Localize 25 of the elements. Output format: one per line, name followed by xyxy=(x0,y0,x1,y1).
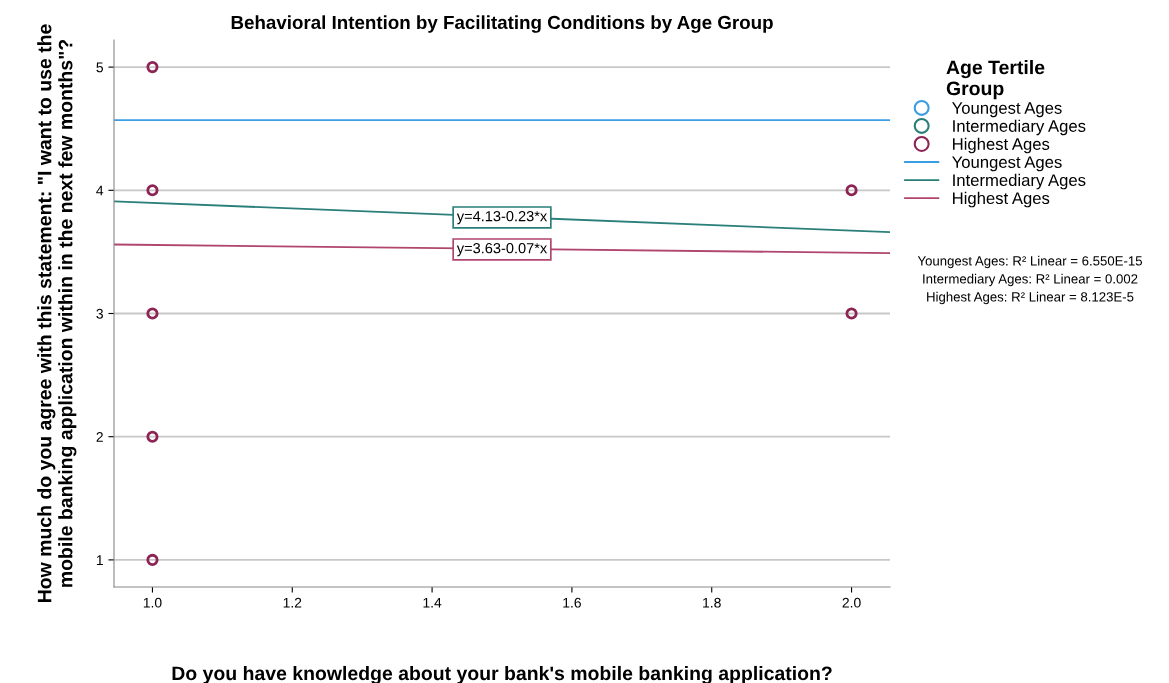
chart-title: Behavioral Intention by Facilitating Conditions by Age Group xyxy=(231,15,773,33)
text: Youngest Ages: R² Linear = 6.550E-15 xyxy=(917,255,1142,269)
legend-label: Intermediary Ages xyxy=(953,119,1086,136)
legend-title: Age Tertile Group xyxy=(946,60,1045,100)
x-tick-label: 1.8 xyxy=(703,597,721,608)
legend-label: Highest Ages xyxy=(953,137,1050,154)
text: Highest Ages: R² Linear = 8.123E-5 xyxy=(927,291,1134,305)
y-tick-label: 1 xyxy=(96,555,103,565)
x-tick-label: 2.0 xyxy=(842,597,861,608)
x-tick-label: 1.0 xyxy=(143,597,162,608)
y-tick-label: 4 xyxy=(96,185,104,196)
y-tick-label: 3 xyxy=(96,308,103,319)
y-tick-label: 5 xyxy=(96,62,103,73)
legend-label: Youngest Ages xyxy=(952,156,1062,172)
annotation: y=4.13-0.23*x xyxy=(456,210,548,225)
y-tick-label: 2 xyxy=(96,432,103,442)
annotation: y=3.63-0.07*x xyxy=(456,243,548,257)
x-tick-label: 1.6 xyxy=(563,597,581,608)
legend-label: Highest Ages xyxy=(953,191,1050,208)
y-axis-title: How much do you agree with this statement: "I want to use the mobile banking application within in the next few months"? xyxy=(37,24,77,602)
x-tick-label: 1.2 xyxy=(283,597,302,608)
legend-label: Intermediary Ages xyxy=(953,173,1086,190)
text: Intermediary Ages: R² Linear = 0.002 xyxy=(923,273,1138,287)
x-tick-label: 1.4 xyxy=(423,597,442,608)
legend-label: Youngest Ages xyxy=(952,102,1062,118)
